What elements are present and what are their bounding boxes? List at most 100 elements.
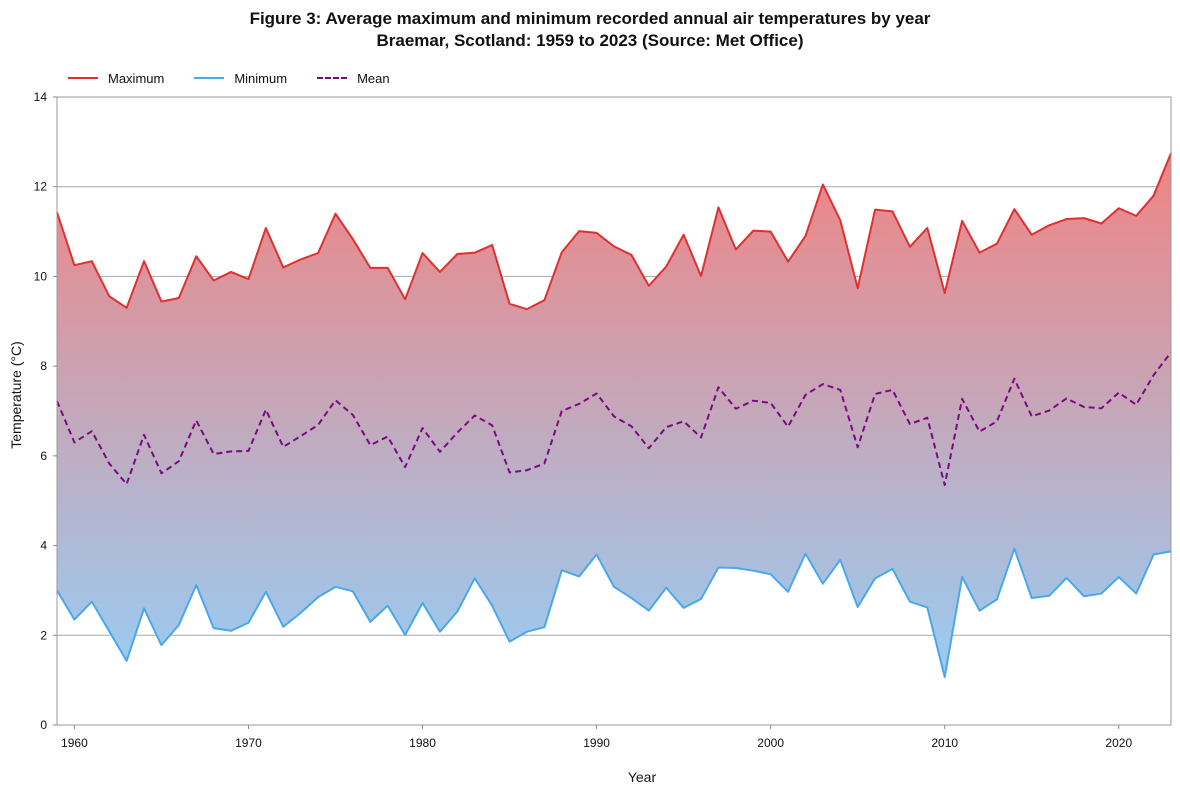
data-point-maximum-1998 [734,248,738,252]
data-point-minimum-1999 [751,569,755,573]
data-point-mean-1973 [299,434,303,438]
data-point-maximum-1982 [455,252,459,256]
data-point-minimum-2008 [908,600,912,604]
data-point-minimum-1964 [142,606,146,610]
data-point-minimum-1962 [107,629,111,633]
data-point-minimum-2003 [821,582,825,586]
data-point-maximum-2016 [1047,223,1051,227]
data-point-minimum-1976 [351,589,355,593]
data-point-mean-2001 [786,425,790,429]
data-point-maximum-2006 [873,208,877,212]
data-point-minimum-2016 [1047,594,1051,598]
data-point-minimum-1972 [281,625,285,629]
data-point-minimum-1982 [455,610,459,614]
data-point-maximum-2017 [1065,217,1069,221]
data-point-minimum-1995 [682,606,686,610]
data-point-minimum-1970 [246,621,250,625]
data-point-mean-1996 [699,435,703,439]
legend-label-minimum: Minimum [234,70,288,86]
data-point-maximum-1991 [612,244,616,248]
data-point-mean-1962 [107,461,111,465]
data-point-minimum-1996 [699,597,703,601]
data-point-mean-1970 [246,449,250,453]
data-point-mean-2010 [943,483,947,487]
data-point-mean-2020 [1117,391,1121,395]
y-tick-label-12: 12 [34,180,48,194]
data-point-maximum-1972 [281,265,285,269]
data-point-mean-1993 [647,446,651,450]
data-point-maximum-1986 [525,307,529,311]
data-point-mean-1983 [473,413,477,417]
legend-label-mean: Mean [357,70,390,86]
data-point-mean-2011 [960,397,964,401]
chart-title: Figure 3: Average maximum and minimum re… [0,8,1180,52]
data-point-minimum-1960 [72,618,76,622]
x-tick-label-2000: 2000 [757,736,784,750]
data-point-minimum-2002 [803,552,807,556]
legend-item-mean: Mean [317,71,390,86]
data-point-minimum-1968 [212,626,216,630]
data-point-maximum-2012 [978,251,982,255]
data-point-mean-1986 [525,468,529,472]
data-point-mean-1979 [403,465,407,469]
data-point-mean-1992 [629,424,633,428]
data-point-mean-1997 [716,385,720,389]
data-point-minimum-2004 [838,558,842,562]
data-point-minimum-1974 [316,595,320,599]
data-point-maximum-1987 [542,298,546,302]
data-point-minimum-1986 [525,630,529,634]
data-point-mean-1961 [90,429,94,433]
data-point-maximum-1963 [125,306,129,310]
data-point-maximum-2004 [838,218,842,222]
y-tick-label-8: 8 [40,359,47,373]
data-point-mean-1989 [577,402,581,406]
x-tick-label-1980: 1980 [409,736,436,750]
data-point-minimum-1992 [629,596,633,600]
data-point-maximum-1988 [560,250,564,254]
x-tick-label-1970: 1970 [235,736,262,750]
data-point-mean-1978 [386,435,390,439]
data-point-minimum-1973 [299,611,303,615]
data-point-minimum-2012 [978,609,982,613]
data-point-maximum-2019 [1099,222,1103,226]
data-point-maximum-1994 [664,265,668,269]
data-point-maximum-1980 [421,251,425,255]
data-point-mean-2018 [1082,405,1086,409]
data-point-maximum-1975 [334,212,338,216]
y-tick-label-2: 2 [40,628,47,642]
data-point-mean-1968 [212,452,216,456]
data-point-maximum-1996 [699,274,703,278]
series-line-mean [56,351,1172,487]
data-point-minimum-1977 [368,620,372,624]
data-point-mean-2007 [891,388,895,392]
data-point-minimum-1965 [159,643,163,647]
data-point-maximum-1964 [142,259,146,263]
data-point-minimum-2017 [1065,576,1069,580]
data-point-mean-1995 [682,419,686,423]
data-point-minimum-1969 [229,629,233,633]
series-line-minimum [56,547,1172,678]
data-point-minimum-1978 [386,604,390,608]
data-point-minimum-2014 [1012,547,1016,551]
chart-title-line-1: Figure 3: Average maximum and minimum re… [249,9,931,28]
data-point-minimum-1997 [716,566,720,570]
axis-layer: 0 2 4 6 8 10 12 14 1960 1970 1980 1990 2000 2010 2020 Y… [8,90,1172,785]
data-point-maximum-2001 [786,260,790,264]
data-point-mean-1991 [612,414,616,418]
data-point-mean-1988 [560,409,564,413]
data-point-maximum-1984 [490,243,494,247]
data-point-mean-1974 [316,423,320,427]
data-point-mean-1966 [177,459,181,463]
chart-title-line-2: Braemar, Scotland: 1959 to 2023 (Source:… [376,31,804,50]
data-point-maximum-2020 [1117,206,1121,210]
data-point-minimum-2018 [1082,594,1086,598]
y-tick-label-14: 14 [34,90,48,104]
data-point-minimum-1987 [542,625,546,629]
plot-area-frame [56,96,1172,726]
series-layer [56,152,1172,678]
y-tick-label-4: 4 [40,539,47,553]
data-point-maximum-1983 [473,251,477,255]
data-point-minimum-1994 [664,586,668,590]
data-point-mean-1980 [421,426,425,430]
data-point-minimum-2019 [1099,592,1103,596]
